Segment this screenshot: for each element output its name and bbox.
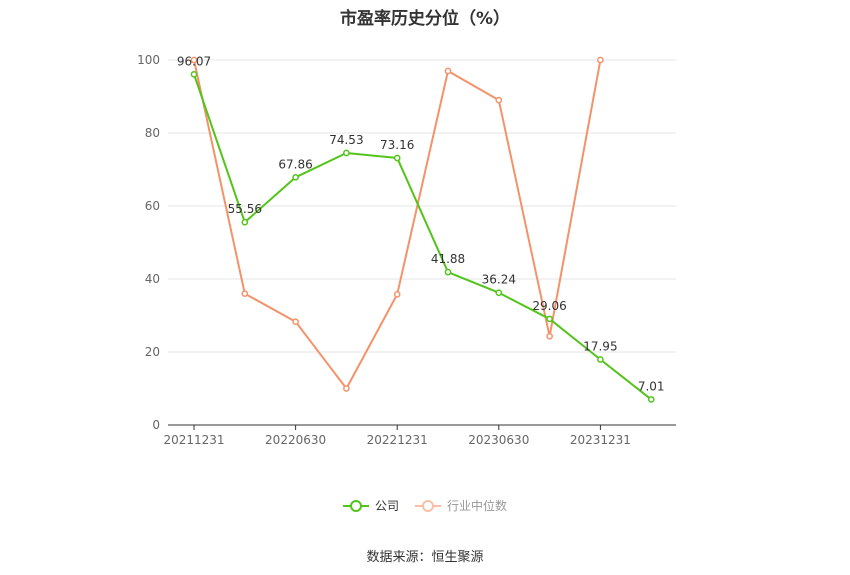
company-data-label: 74.53 (329, 133, 363, 147)
x-tick-label: 20211231 (163, 433, 224, 447)
legend-company-marker (342, 499, 369, 512)
data-points (190, 56, 655, 403)
company-data-label: 67.86 (278, 157, 312, 171)
source-note: 数据来源：恒生聚源 (366, 550, 484, 565)
y-tick-label: 40 (145, 272, 160, 286)
industry-data-point[interactable] (444, 67, 452, 75)
company-data-label: 17.95 (583, 339, 617, 353)
industry-data-point[interactable] (241, 290, 249, 297)
company-data-point[interactable] (241, 218, 249, 226)
x-tick-label: 20231231 (570, 433, 631, 447)
x-tick-label: 20220630 (265, 433, 326, 447)
company-data-point[interactable] (647, 396, 655, 403)
x-tick-label: 20221231 (367, 433, 428, 447)
company-data-label: 7.01 (638, 379, 665, 393)
data-labels: 96.07 55.56 67.86 74.53 73.16 41.88 36.24 29.06… (177, 54, 665, 393)
industry-series-line (193, 59, 602, 390)
industry-data-point[interactable] (546, 332, 553, 340)
company-data-point[interactable] (393, 154, 401, 162)
legend-industry-marker (415, 499, 441, 512)
company-data-point[interactable] (597, 356, 604, 363)
y-tick-label: 80 (145, 126, 160, 140)
legend-item-company[interactable]: 公司 (342, 497, 399, 514)
legend-industry-label: 行业中位数 (447, 499, 508, 513)
company-data-label: 73.16 (380, 138, 414, 152)
legend: 公司 行业中位数 (0, 497, 850, 514)
axes: 0 20 40 60 80 100 20211231 20220630 20221231 2023… (137, 53, 676, 447)
x-tick-label: 20230630 (468, 433, 529, 447)
industry-data-point[interactable] (495, 96, 503, 104)
y-tick-label: 0 (152, 418, 160, 432)
chart-title: 市盈率历史分位（%） (339, 9, 511, 29)
company-data-label: 96.07 (177, 54, 211, 68)
industry-data-point[interactable] (343, 385, 350, 392)
y-tick-label: 100 (137, 53, 160, 67)
company-data-point[interactable] (343, 149, 350, 157)
company-data-point[interactable] (190, 70, 198, 78)
company-data-point[interactable] (444, 268, 452, 276)
industry-data-point[interactable] (597, 56, 604, 64)
company-data-point[interactable] (546, 315, 553, 323)
company-data-point[interactable] (292, 173, 299, 181)
industry-data-point[interactable] (292, 318, 299, 326)
company-series-line (193, 74, 652, 401)
legend-company-label: 公司 (374, 499, 399, 513)
industry-data-point[interactable] (393, 290, 401, 298)
company-data-point[interactable] (495, 289, 503, 297)
company-data-label: 41.88 (431, 252, 465, 266)
y-tick-label: 20 (145, 345, 160, 359)
legend-item-industry[interactable]: 行业中位数 (415, 497, 507, 514)
company-data-label: 36.24 (482, 273, 516, 287)
y-tick-label: 60 (145, 199, 160, 213)
industry-data-point[interactable] (190, 56, 198, 64)
company-data-label: 29.06 (532, 299, 566, 313)
company-data-label: 55.56 (228, 202, 262, 216)
